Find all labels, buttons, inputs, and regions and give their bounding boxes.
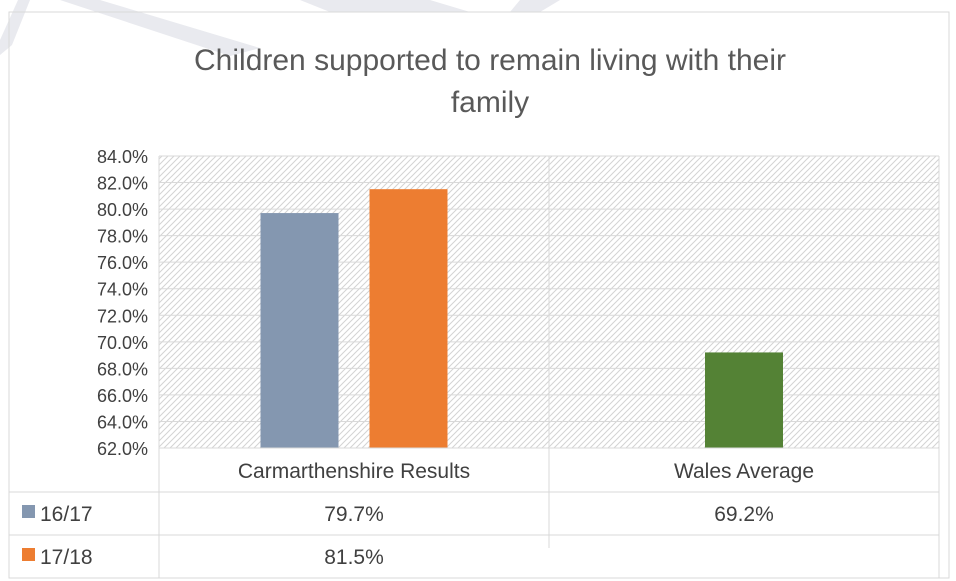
y-tick-label: 74.0% xyxy=(97,280,148,300)
legend-key-17-18 xyxy=(22,548,35,561)
category-label-wales-average: Wales Average xyxy=(674,460,814,483)
y-tick-label: 68.0% xyxy=(97,359,148,379)
chart-title-line-2: family xyxy=(451,86,529,119)
table-value-17-18-carmarthenshire: 81.5% xyxy=(324,546,384,569)
bars xyxy=(260,189,783,448)
chart-title-line-1: Children supported to remain living with… xyxy=(194,44,786,77)
legend-label-17-18: 17/18 xyxy=(40,546,93,569)
table-value-16-17-wales: 69.2% xyxy=(714,503,774,526)
y-tick-label: 66.0% xyxy=(97,386,148,406)
y-tick-label: 62.0% xyxy=(97,439,148,459)
y-axis-ticks: 84.0% 82.0% 80.0% 78.0% 76.0% 74.0% 72.0% 70.0%… xyxy=(97,147,148,459)
decorative-stripe xyxy=(510,0,560,12)
decorative-stripe xyxy=(0,0,30,55)
y-tick-label: 72.0% xyxy=(97,306,148,326)
decorative-stripe xyxy=(60,0,260,56)
y-tick-label: 64.0% xyxy=(97,412,148,432)
decorative-stripe xyxy=(300,0,470,12)
category-label-carmarthenshire: Carmarthenshire Results xyxy=(238,460,470,483)
y-tick-label: 70.0% xyxy=(97,333,148,353)
legend-key-16-17 xyxy=(22,505,35,518)
bar-16-17-0 xyxy=(260,213,339,448)
y-tick-label: 76.0% xyxy=(97,253,148,273)
bar-17-18-0 xyxy=(369,189,448,448)
y-tick-label: 80.0% xyxy=(97,200,148,220)
y-tick-label: 84.0% xyxy=(97,147,148,167)
bar-16-17-1 xyxy=(705,352,783,448)
data-table xyxy=(8,447,939,579)
y-tick-label: 78.0% xyxy=(97,227,148,247)
y-tick-label: 82.0% xyxy=(97,174,148,194)
table-value-16-17-carmarthenshire: 79.7% xyxy=(324,503,384,526)
legend-label-16-17: 16/17 xyxy=(40,503,93,526)
